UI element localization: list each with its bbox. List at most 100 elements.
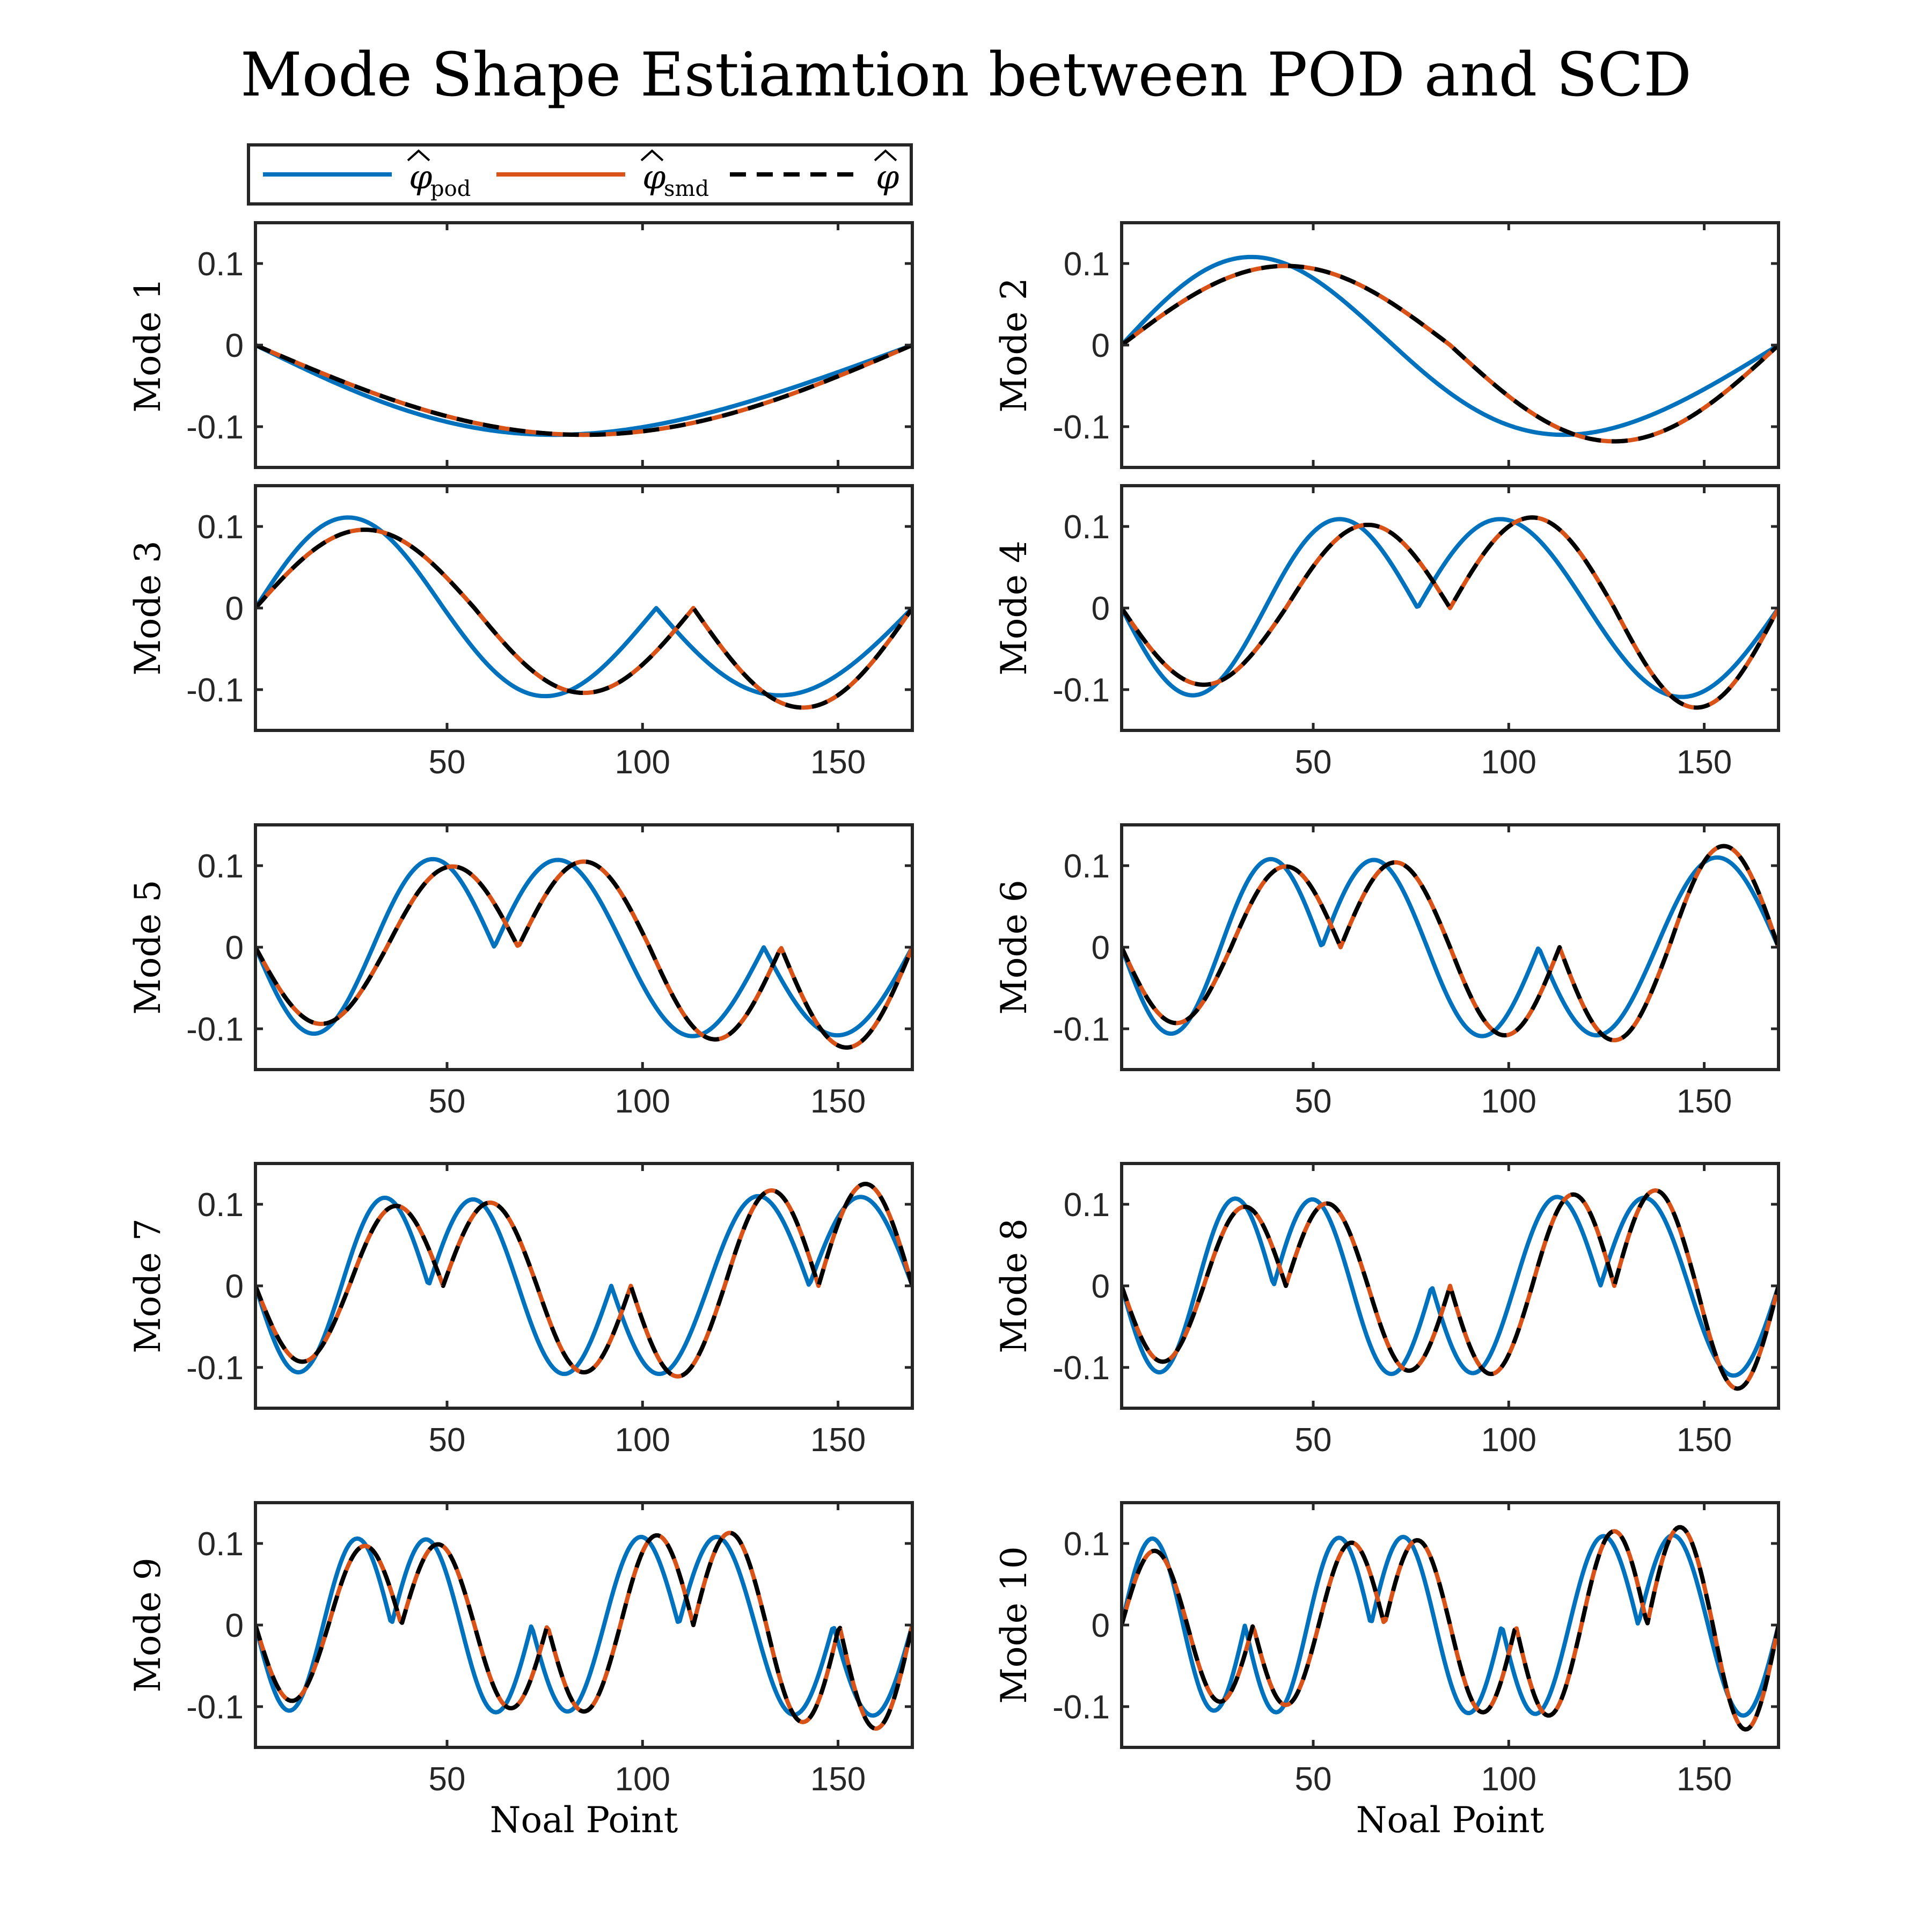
series-line-true: [1122, 515, 1779, 710]
y-axis-label: Mode 7: [127, 1218, 169, 1353]
legend-hat-accent: [874, 149, 897, 162]
series-line-pod: [255, 857, 912, 1038]
y-tick-label: 0: [225, 1268, 244, 1305]
x-tick-label: 50: [429, 744, 466, 781]
y-axis-label: Mode 4: [993, 540, 1035, 676]
subplot-mode-7: 50 100 150 -0.1 0 0.1 Mode 7: [127, 1162, 914, 1459]
x-tick-label: 50: [429, 1761, 466, 1798]
subplot-mode-5: 50 100 150 -0.1 0 0.1 Mode 5: [127, 823, 914, 1120]
subplot-mode-3: 50 100 150 -0.1 0 0.1 Mode 3: [127, 484, 914, 781]
legend-label: φ: [642, 157, 666, 196]
x-axis-label: Noal Point: [490, 1799, 678, 1841]
y-tick-label: -0.1: [1052, 1011, 1110, 1048]
y-tick-label: 0.1: [1064, 246, 1110, 283]
legend-hat-accent: [407, 149, 430, 162]
y-tick-label: -0.1: [186, 409, 244, 446]
x-tick-label: 150: [1677, 1083, 1732, 1120]
figure-title: Mode Shape Estiamtion between POD and SC…: [240, 40, 1692, 110]
x-tick-label: 150: [1677, 744, 1732, 781]
y-tick-label: 0: [225, 590, 244, 627]
y-tick-label: -0.1: [1052, 672, 1110, 709]
series-line-pod: [1122, 254, 1779, 437]
y-tick-label: 0: [1092, 327, 1110, 364]
x-tick-label: 100: [615, 1761, 670, 1798]
series-line-true: [255, 1531, 912, 1731]
series-line-true: [255, 343, 912, 437]
y-tick-label: 0: [1092, 1268, 1110, 1305]
y-tick-label: 0.1: [1064, 1187, 1110, 1224]
subplot-mode-4: 50 100 150 -0.1 0 0.1 Mode 4: [993, 484, 1780, 781]
y-tick-label: 0: [1092, 1607, 1110, 1644]
y-tick-label: -0.1: [1052, 1350, 1110, 1387]
plot-area: [255, 825, 912, 1070]
subplot-grid: 50 100 150 -0.1 0 0.1 Mode 1 50 100 150 -0.1 0 0.1 Mo…: [127, 221, 1780, 1841]
y-tick-label: 0.1: [197, 1526, 244, 1563]
y-tick-label: 0.1: [1064, 848, 1110, 885]
y-tick-label: -0.1: [1052, 409, 1110, 446]
y-tick-label: 0.1: [197, 848, 244, 885]
y-axis-label: Mode 3: [127, 540, 169, 676]
legend-label: φ: [409, 157, 433, 196]
y-tick-label: 0: [1092, 930, 1110, 967]
series-line-true: [255, 859, 912, 1050]
subplot-mode-9: 50 100 150 -0.1 0 0.1 Mode 9 Noal Point: [127, 1501, 914, 1841]
y-tick-label: 0.1: [197, 1187, 244, 1224]
y-axis-label: Mode 8: [993, 1218, 1035, 1353]
x-tick-label: 50: [1295, 744, 1332, 781]
series-line-pod: [1122, 1195, 1779, 1378]
series-line-true: [1122, 844, 1779, 1043]
series-line-true: [255, 528, 912, 710]
series-line-pod: [255, 515, 912, 699]
y-axis-label: Mode 1: [127, 277, 169, 413]
y-axis-label: Mode 2: [993, 277, 1035, 413]
x-tick-label: 100: [1481, 1761, 1536, 1798]
y-axis-label: Mode 10: [993, 1546, 1035, 1704]
series-line-pod: [255, 1194, 912, 1377]
legend-label: φ: [876, 157, 899, 196]
x-tick-label: 100: [1481, 1083, 1536, 1120]
y-tick-label: 0.1: [197, 509, 244, 546]
legend-hat-accent: [640, 149, 664, 162]
x-tick-label: 150: [810, 1761, 866, 1798]
y-axis-label: Mode 9: [127, 1557, 169, 1693]
series-line-true: [1122, 1188, 1779, 1391]
series-line-true: [1122, 264, 1779, 444]
x-tick-label: 50: [1295, 1083, 1332, 1120]
subplot-mode-8: 50 100 150 -0.1 0 0.1 Mode 8: [993, 1162, 1780, 1459]
legend-entry: φ: [730, 149, 899, 196]
y-tick-label: 0: [225, 327, 244, 364]
x-tick-label: 100: [1481, 1422, 1536, 1459]
x-tick-label: 50: [429, 1083, 466, 1120]
x-tick-label: 150: [1677, 1761, 1732, 1798]
x-tick-label: 100: [615, 1422, 670, 1459]
x-tick-label: 50: [1295, 1761, 1332, 1798]
x-tick-label: 100: [1481, 744, 1536, 781]
legend-label-subscript: pod: [430, 177, 471, 201]
x-tick-label: 150: [810, 1422, 866, 1459]
y-axis-label: Mode 5: [127, 880, 169, 1015]
y-tick-label: 0.1: [197, 246, 244, 283]
plot-area: [255, 223, 912, 467]
subplot-mode-6: 50 100 150 -0.1 0 0.1 Mode 6: [993, 823, 1780, 1120]
y-tick-label: 0: [225, 930, 244, 967]
y-tick-label: -0.1: [186, 672, 244, 709]
series-line-true: [255, 1182, 912, 1379]
x-tick-label: 150: [810, 744, 866, 781]
x-tick-label: 150: [1677, 1422, 1732, 1459]
x-tick-label: 100: [615, 1083, 670, 1120]
y-tick-label: 0.1: [1064, 509, 1110, 546]
x-axis-label: Noal Point: [1356, 1799, 1545, 1841]
x-tick-label: 50: [429, 1422, 466, 1459]
y-tick-label: -0.1: [186, 1689, 244, 1726]
plot-area: [255, 1163, 912, 1408]
legend-label-subscript: smd: [664, 177, 709, 201]
series-line-pod: [1122, 855, 1779, 1038]
y-tick-label: 0.1: [1064, 1526, 1110, 1563]
y-tick-label: -0.1: [1052, 1689, 1110, 1726]
